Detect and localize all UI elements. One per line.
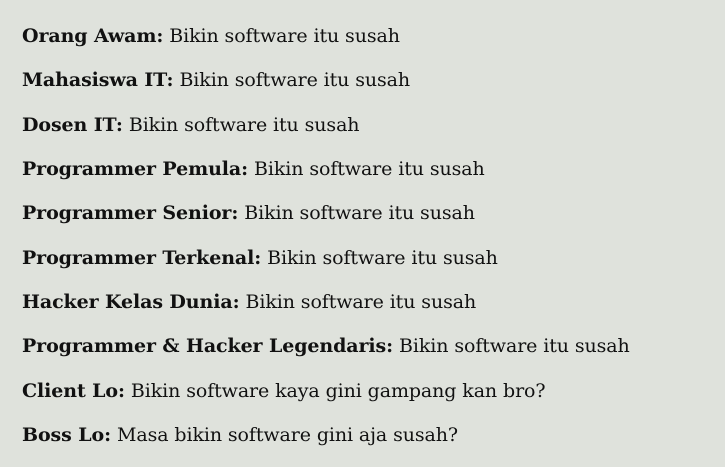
dialogue-line: Client Lo: Bikin software kaya gini gamp…	[22, 368, 719, 412]
quote-text: Bikin software itu susah	[254, 158, 485, 181]
quote-text: Bikin software itu susah	[399, 335, 630, 358]
dialogue-line: Orang Awam: Bikin software itu susah	[22, 14, 719, 58]
quote-text: Bikin software itu susah	[179, 69, 411, 92]
quote-text: Bikin software itu susah	[128, 113, 360, 136]
dialogue-line: Programmer & Hacker Legendaris: Bikin so…	[22, 324, 719, 368]
quote-text: Masa bikin software gini aja susah?	[117, 423, 458, 446]
speaker-label: Orang Awam:	[22, 25, 164, 48]
dialogue-line: Boss Lo: Masa bikin software gini aja su…	[22, 413, 719, 457]
speaker-label: Programmer Terkenal:	[22, 246, 262, 269]
quote-text: Bikin software itu susah	[245, 290, 477, 313]
dialogue-line: Dosen IT: Bikin software itu susah	[22, 103, 719, 147]
dialogue-line: Hacker Kelas Dunia: Bikin software itu s…	[22, 280, 719, 324]
speaker-label: Dosen IT:	[22, 113, 123, 136]
dialogue-line: Programmer Pemula: Bikin software itu su…	[22, 147, 719, 191]
speaker-label: Mahasiswa IT:	[22, 69, 174, 92]
dialogue-line: Programmer Terkenal: Bikin software itu …	[22, 235, 719, 279]
dialogue-line: Programmer Senior: Bikin software itu su…	[22, 191, 719, 235]
quote-text: Bikin software kaya gini gampang kan bro…	[130, 379, 546, 402]
dialogue-line: Mahasiswa IT: Bikin software itu susah	[22, 58, 719, 102]
quote-text: Bikin software itu susah	[244, 202, 475, 225]
speaker-label: Boss Lo:	[22, 423, 111, 446]
speaker-label: Programmer Pemula:	[22, 158, 249, 181]
quote-text: Bikin software itu susah	[267, 246, 498, 269]
speaker-label: Hacker Kelas Dunia:	[22, 290, 240, 313]
dialogue-list: Orang Awam: Bikin software itu susah Mah…	[22, 14, 719, 457]
speaker-label: Client Lo:	[22, 379, 125, 402]
quote-text: Bikin software itu susah	[169, 25, 400, 48]
speaker-label: Programmer & Hacker Legendaris:	[22, 335, 394, 358]
speaker-label: Programmer Senior:	[22, 202, 239, 225]
